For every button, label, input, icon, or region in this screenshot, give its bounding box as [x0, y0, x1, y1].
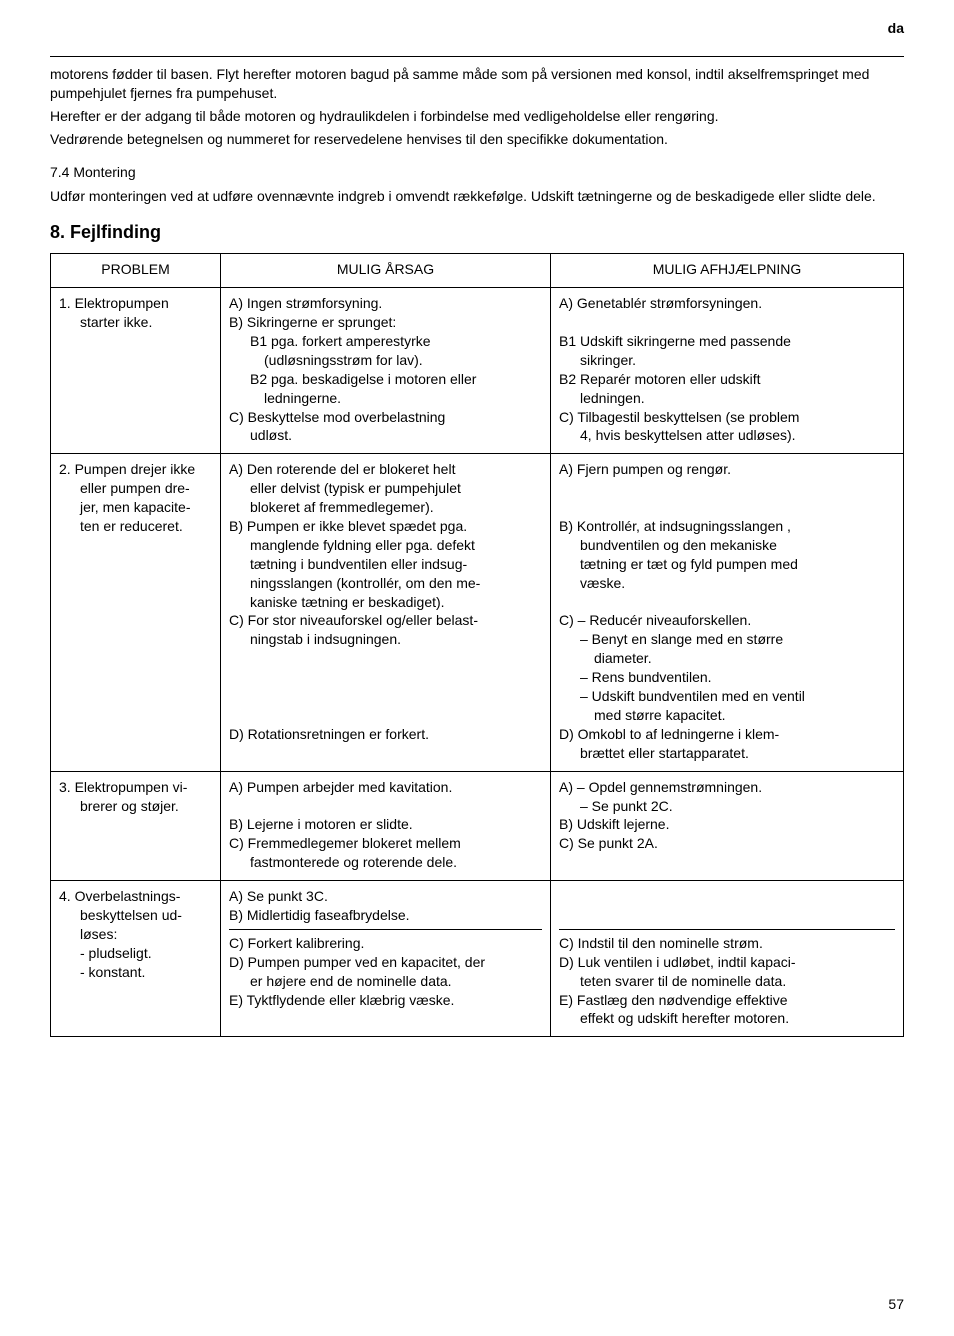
problem-cell: 3. Elektropumpen vi- brerer og støjer.	[51, 771, 221, 880]
table-header-row: PROBLEM MULIG ÅRSAG MULIG AFHJÆLPNING	[51, 254, 904, 288]
col-problem: PROBLEM	[51, 254, 221, 288]
top-rule	[50, 56, 904, 57]
language-marker: da	[888, 20, 904, 36]
intro-para-2: Herefter er der adgang til både motoren …	[50, 107, 904, 126]
col-cause: MULIG ÅRSAG	[221, 254, 551, 288]
problem-cell: 4. Overbelastnings- beskyttelsen ud- løs…	[51, 881, 221, 1037]
cause-cell: A) Den roterende del er blokeret helt el…	[221, 454, 551, 771]
page-number: 57	[888, 1296, 904, 1312]
section-title: 8. Fejlfinding	[50, 222, 904, 243]
remedy-cell: C) Indstil til den nominelle strøm. D) L…	[551, 881, 904, 1037]
subsection-para: Udfør monteringen ved at udføre ovennævn…	[50, 187, 904, 206]
col-remedy: MULIG AFHJÆLPNING	[551, 254, 904, 288]
remedy-cell: A) Genetablér strømforsyningen. B1 Udski…	[551, 288, 904, 454]
table-row: 1. Elektropumpen starter ikke. A) Ingen …	[51, 288, 904, 454]
table-row: 3. Elektropumpen vi- brerer og støjer. A…	[51, 771, 904, 880]
intro-para-3: Vedrørende betegnelsen og nummeret for r…	[50, 130, 904, 149]
subsection-heading: 7.4 Montering	[50, 163, 904, 182]
table-row: 4. Overbelastnings- beskyttelsen ud- løs…	[51, 881, 904, 1037]
problem-cell: 1. Elektropumpen starter ikke.	[51, 288, 221, 454]
remedy-cell: A) – Opdel gennemstrømningen. – Se punkt…	[551, 771, 904, 880]
troubleshooting-table: PROBLEM MULIG ÅRSAG MULIG AFHJÆLPNING 1.…	[50, 253, 904, 1037]
remedy-cell: A) Fjern pumpen og rengør. B) Kontrollér…	[551, 454, 904, 771]
cause-cell: A) Pumpen arbejder med kavitation. B) Le…	[221, 771, 551, 880]
cause-cell: A) Ingen strømforsyning. B) Sikringerne …	[221, 288, 551, 454]
problem-cell: 2. Pumpen drejer ikke eller pumpen dre- …	[51, 454, 221, 771]
intro-para-1: motorens fødder til basen. Flyt herefter…	[50, 65, 904, 103]
table-row: 2. Pumpen drejer ikke eller pumpen dre- …	[51, 454, 904, 771]
cause-cell: A) Se punkt 3C. B) Midlertidig faseafbry…	[221, 881, 551, 1037]
